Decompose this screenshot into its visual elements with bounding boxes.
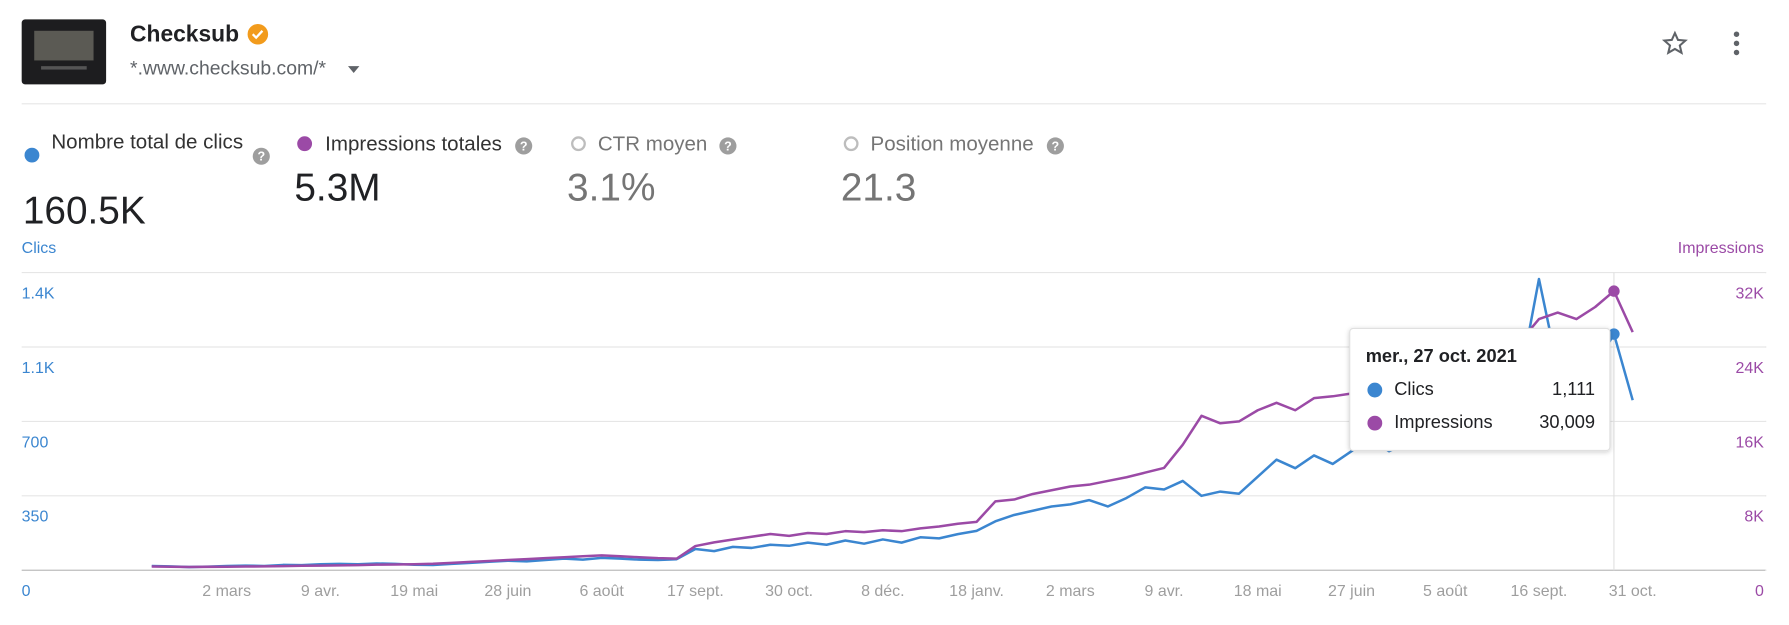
x-tick-label: 6 août: [579, 583, 624, 600]
thumbnail-image: [34, 30, 94, 61]
help-icon[interactable]: ?: [515, 137, 533, 155]
x-tick-label: 18 mai: [1234, 583, 1282, 600]
tooltip-box: [1349, 327, 1611, 452]
y2-tick-label: 32K: [1735, 285, 1764, 302]
metric-label: CTR moyen: [598, 132, 707, 155]
y-tick-label: 1.1K: [22, 360, 55, 377]
tooltip-label: Clics: [1394, 378, 1434, 399]
x-tick-label: 2 mars: [1046, 583, 1095, 600]
tooltip-dot: [1367, 382, 1383, 398]
site-url: *.www.checksub.com/*: [130, 58, 326, 80]
y-tick-label: 700: [22, 434, 49, 451]
metrics: Nombre total de clics 160.5K Impressions…: [23, 130, 1064, 233]
y2-tick-label: 8K: [1744, 509, 1764, 526]
tooltip: mer., 27 oct. 2021 Clics 1,111 Impressio…: [1349, 327, 1611, 452]
y-tick-label: 350: [22, 509, 49, 526]
y-tick-label: 1.4K: [22, 285, 55, 302]
metric-dot[interactable]: [24, 147, 40, 163]
metric-dot[interactable]: [571, 136, 586, 152]
metric-label: Nombre total de clics: [51, 130, 244, 153]
y-tick-label: 0: [22, 583, 31, 600]
tooltip-title: mer., 27 oct. 2021: [1366, 345, 1517, 366]
site-title: Checksub: [130, 20, 239, 46]
y2-axis-title: Impressions: [1678, 240, 1764, 257]
x-tick-label: 9 avr.: [1145, 583, 1184, 600]
tooltip-dot: [1367, 415, 1383, 431]
help-icon[interactable]: ?: [252, 147, 270, 165]
help-icon[interactable]: ?: [1046, 137, 1064, 155]
hover-dot: [1608, 328, 1620, 340]
verified-badge: [247, 23, 269, 45]
metric-label: Impressions totales: [325, 132, 502, 155]
tooltip-value: 1,111: [1552, 378, 1595, 399]
x-tick-label: 17 sept.: [667, 583, 724, 600]
x-tick-label: 27 juin: [1328, 583, 1375, 600]
y-axis-title: Clics: [22, 240, 57, 257]
metric-label-box: Nombre total de clics: [51, 130, 244, 153]
metric-value: 160.5K: [23, 190, 146, 233]
svg-text:?: ?: [257, 150, 265, 164]
tooltip-label: Impressions: [1394, 411, 1492, 432]
hover-dot: [1608, 285, 1620, 297]
x-tick-label: 5 août: [1423, 583, 1468, 600]
header: Checksub *.www.checksub.com/*: [21, 19, 1767, 105]
x-tick-label: 31 oct.: [1609, 583, 1657, 600]
x-tick-label: 9 avr.: [301, 583, 340, 600]
svg-text:?: ?: [1052, 139, 1060, 153]
x-tick-label: 30 oct.: [765, 583, 813, 600]
x-tick-label: 19 mai: [390, 583, 438, 600]
metric-value: 21.3: [841, 167, 916, 210]
metric-label: Position moyenne: [871, 132, 1034, 155]
y2-tick-label: 24K: [1735, 360, 1764, 377]
svg-text:?: ?: [724, 139, 732, 153]
y2-tick-label: 0: [1755, 583, 1764, 600]
metric-dot[interactable]: [843, 136, 859, 152]
metric-value: 3.1%: [567, 167, 655, 210]
tooltip-value: 30,009: [1539, 411, 1595, 432]
chart: 0 350 700 1.1K 1.4K 0 8K 16K 24K 32K 2 mars 9 avr. 1…: [22, 272, 1767, 600]
x-tick-label: 18 janv.: [949, 583, 1004, 600]
more-menu[interactable]: [1733, 31, 1740, 56]
dropdown-arrow[interactable]: [347, 66, 360, 73]
metric-value: 5.3M: [294, 167, 380, 210]
x-tick-label: 16 sept.: [1511, 583, 1568, 600]
svg-text:?: ?: [520, 139, 528, 153]
help-icon[interactable]: ?: [719, 137, 737, 155]
star-button[interactable]: [1661, 30, 1688, 55]
x-tick-label: 8 déc.: [861, 583, 905, 600]
thumbnail-text: [41, 66, 87, 70]
y2-tick-label: 16K: [1735, 434, 1764, 451]
x-tick-label: 28 juin: [484, 583, 531, 600]
metric-dot[interactable]: [297, 136, 313, 152]
x-tick-label: 2 mars: [202, 583, 251, 600]
